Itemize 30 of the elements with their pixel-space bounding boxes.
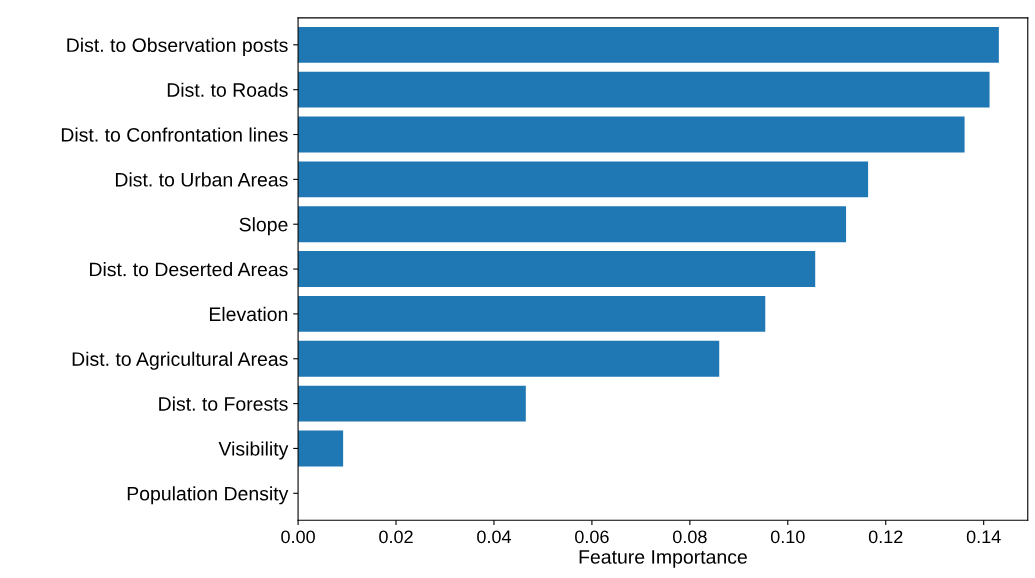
- y-tick-label: Slope: [239, 217, 288, 236]
- x-tick-label: 0.06: [575, 530, 609, 544]
- bar: [298, 295, 766, 332]
- x-tick-label: 0.12: [868, 530, 903, 544]
- y-tick-label: Dist. to Observation posts: [67, 37, 288, 56]
- bar: [298, 385, 526, 422]
- bar: [298, 26, 999, 63]
- bar: [298, 116, 965, 153]
- y-tick-label: Dist. to Deserted Areas: [90, 262, 288, 277]
- x-tick-label: 0.02: [379, 530, 413, 544]
- x-tick-label: 0.10: [770, 530, 805, 544]
- y-tick-label: Dist. to Forests: [159, 396, 288, 411]
- bar: [298, 251, 816, 287]
- bar: [298, 430, 344, 467]
- bar: [298, 206, 847, 243]
- bar: [298, 340, 720, 377]
- y-tick-label: Population Density: [127, 486, 289, 505]
- y-tick-label: Dist. to Confrontation lines: [61, 127, 288, 142]
- x-tick-label: 0.14: [966, 530, 1001, 544]
- x-tick-label: 0.08: [672, 530, 707, 544]
- y-tick-label: Dist. to Urban Areas: [115, 172, 288, 187]
- y-tick-label: Dist. to Agricultural Areas: [72, 351, 288, 370]
- y-tick-label: Elevation: [209, 306, 288, 322]
- x-tick-label: 0.00: [281, 530, 315, 544]
- x-axis-title: Feature Importance: [579, 550, 747, 568]
- bar: [298, 161, 869, 198]
- y-tick-label: Dist. to Roads: [167, 82, 288, 97]
- bar: [298, 71, 990, 108]
- x-tick-label: 0.04: [477, 530, 512, 544]
- y-tick-label: Visibility: [218, 441, 289, 460]
